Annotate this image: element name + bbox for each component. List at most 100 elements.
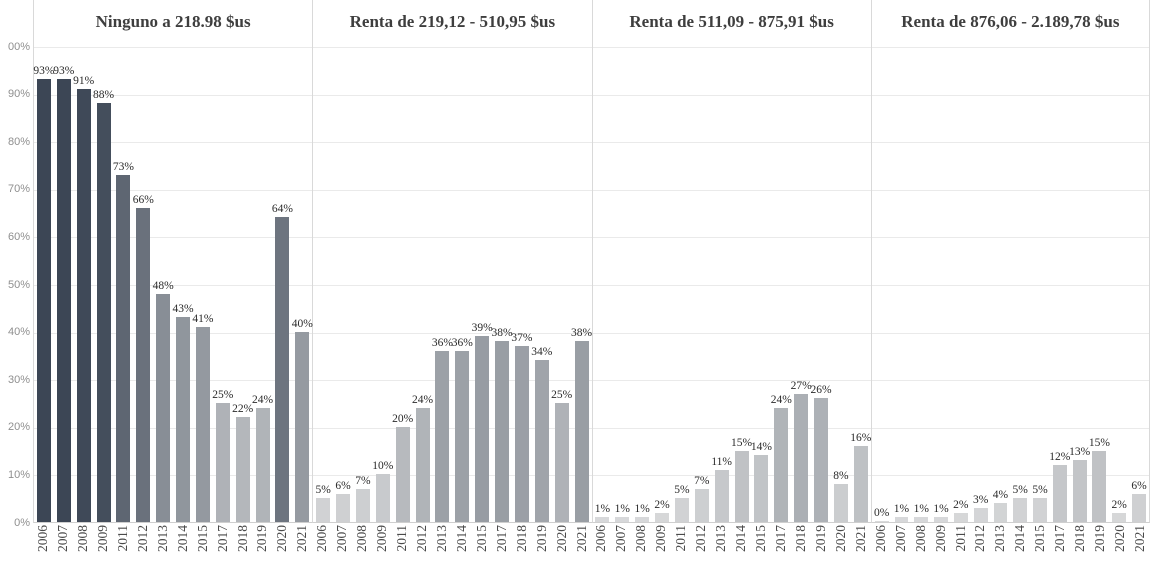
bar-2020[interactable] [1112, 512, 1127, 523]
bar-cell: 38% [492, 47, 513, 523]
bar-2017[interactable] [774, 407, 789, 523]
gridline [34, 332, 313, 334]
plot-area: 5% 6% 7% 10% 20% 24% 36% 36% 39% 38% 37% 34% 25% 38% [312, 46, 592, 524]
gridline [313, 380, 592, 382]
bar-2007[interactable] [615, 517, 630, 523]
bar-2019[interactable] [255, 407, 270, 523]
bar-2011[interactable] [953, 512, 968, 523]
chart-panels: Ninguno a 218.98 $us 93% 93% 91% 88% 73% 66% 48… [33, 0, 1150, 566]
bar-2009[interactable] [655, 512, 670, 523]
bar-2012[interactable] [415, 407, 430, 523]
bar-value-label: 2% [1111, 498, 1127, 511]
bar-2009[interactable] [934, 517, 948, 523]
bar-2014[interactable] [455, 350, 470, 523]
bar-value-label: 15% [731, 436, 753, 449]
gridline [34, 237, 313, 239]
x-cell: 2019 [532, 525, 552, 552]
bar-2011[interactable] [674, 498, 689, 523]
bar-2021[interactable] [853, 445, 868, 523]
bar-value-label: 5% [1012, 484, 1028, 497]
x-cell: 2009 [93, 525, 113, 552]
gridline [34, 475, 313, 477]
bar-2008[interactable] [355, 488, 370, 523]
bar-2011[interactable] [395, 426, 410, 523]
bar-2006[interactable] [595, 517, 610, 523]
bar-2018[interactable] [235, 417, 250, 523]
bar-2013[interactable] [993, 503, 1008, 523]
gridline [34, 380, 313, 382]
bar-2008[interactable] [914, 517, 929, 523]
bar-2014[interactable] [176, 317, 191, 523]
bar-2006[interactable] [874, 520, 889, 523]
panel-title: Renta de 876,06 - 2.189,78 $us [870, 0, 1150, 47]
year-label: 2011 [673, 525, 689, 552]
bar-2012[interactable] [694, 488, 709, 523]
bar-value-label: 7% [694, 474, 710, 487]
bar-2015[interactable] [1033, 498, 1047, 523]
bar-2008[interactable] [76, 88, 91, 523]
panel-title: Renta de 219,12 - 510,95 $us [312, 0, 591, 47]
bar-2014[interactable] [734, 450, 749, 523]
bar-2007[interactable] [56, 79, 71, 523]
bar-2021[interactable] [574, 341, 589, 523]
bars-row: 5% 6% 7% 10% 20% 24% 36% 36% 39% 38% 37% 34% 25% 38% [313, 47, 592, 523]
bar-2013[interactable] [435, 350, 450, 523]
bar-2011[interactable] [116, 174, 131, 523]
bar-cell: 15% [731, 47, 753, 523]
bar-2015[interactable] [754, 455, 769, 523]
gridline [313, 94, 592, 96]
bar-cell: 14% [751, 47, 772, 523]
bar-cell: 43% [173, 47, 194, 523]
bar-2009[interactable] [375, 474, 390, 523]
bar-2006[interactable] [36, 79, 51, 523]
bar-value-label: 1% [594, 503, 611, 516]
bar-2019[interactable] [814, 398, 829, 523]
bar-2018[interactable] [514, 345, 529, 523]
bar-2017[interactable] [1052, 464, 1067, 523]
x-cell: 2018 [1070, 525, 1090, 552]
bar-2012[interactable] [136, 207, 151, 523]
year-label: 2018 [793, 525, 808, 553]
bar-2012[interactable] [973, 507, 988, 523]
bar-2019[interactable] [1092, 450, 1107, 523]
bar-2014[interactable] [1013, 498, 1028, 523]
bar-2018[interactable] [1072, 460, 1087, 523]
bar-2006[interactable] [316, 498, 331, 523]
bar-2013[interactable] [714, 469, 729, 523]
year-label: 2015 [194, 525, 210, 553]
bar-cell: 1% [593, 47, 613, 523]
bar-cell: 11% [711, 47, 732, 523]
bar-2007[interactable] [894, 517, 909, 523]
bar-2017[interactable] [215, 403, 230, 523]
year-label: 2013 [433, 525, 449, 553]
bar-2019[interactable] [534, 360, 549, 523]
panel-title: Renta de 511,09 - 875,91 $us [591, 0, 871, 47]
bar-value-label: 93% [53, 65, 75, 78]
bars-row: 0% 1% 1% 1% 2% 3% 4% 5% 5% 12% 13% 15% 2% 6% [872, 47, 1149, 523]
gridline [592, 284, 871, 286]
year-label: 2012 [413, 525, 429, 553]
bar-2018[interactable] [794, 393, 809, 523]
bar-2008[interactable] [635, 517, 650, 523]
bar-2021[interactable] [295, 331, 310, 523]
gridline [871, 475, 1149, 477]
bar-2020[interactable] [554, 403, 569, 523]
bar-2017[interactable] [495, 341, 510, 523]
bar-cell: 73% [113, 47, 134, 523]
x-cell: 2009 [931, 525, 951, 552]
y-tick-label: 50% [7, 278, 30, 291]
bar-2020[interactable] [275, 217, 290, 523]
bar-value-label: 5% [674, 484, 690, 497]
bar-value-label: 6% [335, 479, 351, 492]
bar-2015[interactable] [475, 336, 490, 523]
bar-2009[interactable] [96, 103, 111, 523]
bar-2020[interactable] [833, 484, 848, 523]
bar-2013[interactable] [156, 293, 171, 523]
bar-2015[interactable] [195, 326, 210, 523]
bar-2021[interactable] [1132, 493, 1146, 523]
year-label: 2013 [992, 525, 1008, 553]
x-cell: 2007 [611, 525, 631, 552]
plot-area: 0% 1% 1% 1% 2% 3% 4% 5% 5% 12% 13% 15% 2% 6% [870, 46, 1150, 524]
bar-2007[interactable] [336, 493, 351, 523]
